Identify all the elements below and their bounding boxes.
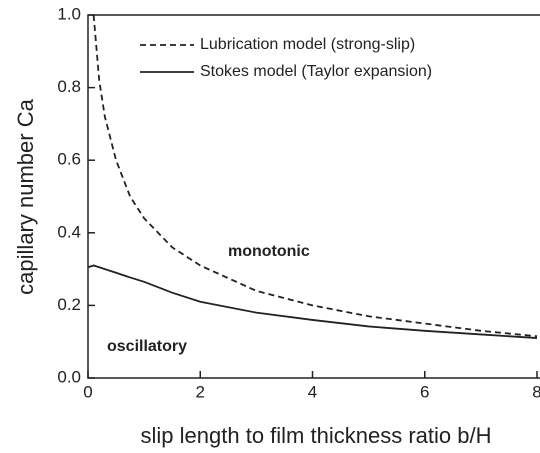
y-tick-label: 1.0: [57, 4, 81, 23]
y-tick-label: 0.4: [57, 222, 81, 241]
x-tick-label: 8: [532, 382, 540, 401]
x-tick-label: 6: [420, 382, 429, 401]
y-tick-label: 0.0: [57, 367, 81, 386]
data-line: [87, 264, 538, 339]
y-tick-label: 0.6: [57, 150, 81, 169]
y-tick-label: 0.2: [57, 295, 81, 314]
x-tick-label: 0: [83, 382, 92, 401]
annotation: monotonic: [228, 243, 310, 260]
plot-frame: [87, 14, 540, 379]
legend-label: Stokes model (Taylor expansion): [200, 63, 432, 80]
annotation: oscillatory: [107, 338, 187, 355]
legend-label: Lubrication model (strong-slip): [200, 36, 415, 53]
x-tick-label: 2: [196, 382, 205, 401]
x-tick-label: 4: [308, 382, 317, 401]
y-axis-label: capillary number Ca: [13, 98, 38, 294]
x-axis-label: slip length to film thickness ratio b/H: [141, 423, 492, 448]
y-tick-label: 0.8: [57, 77, 81, 96]
